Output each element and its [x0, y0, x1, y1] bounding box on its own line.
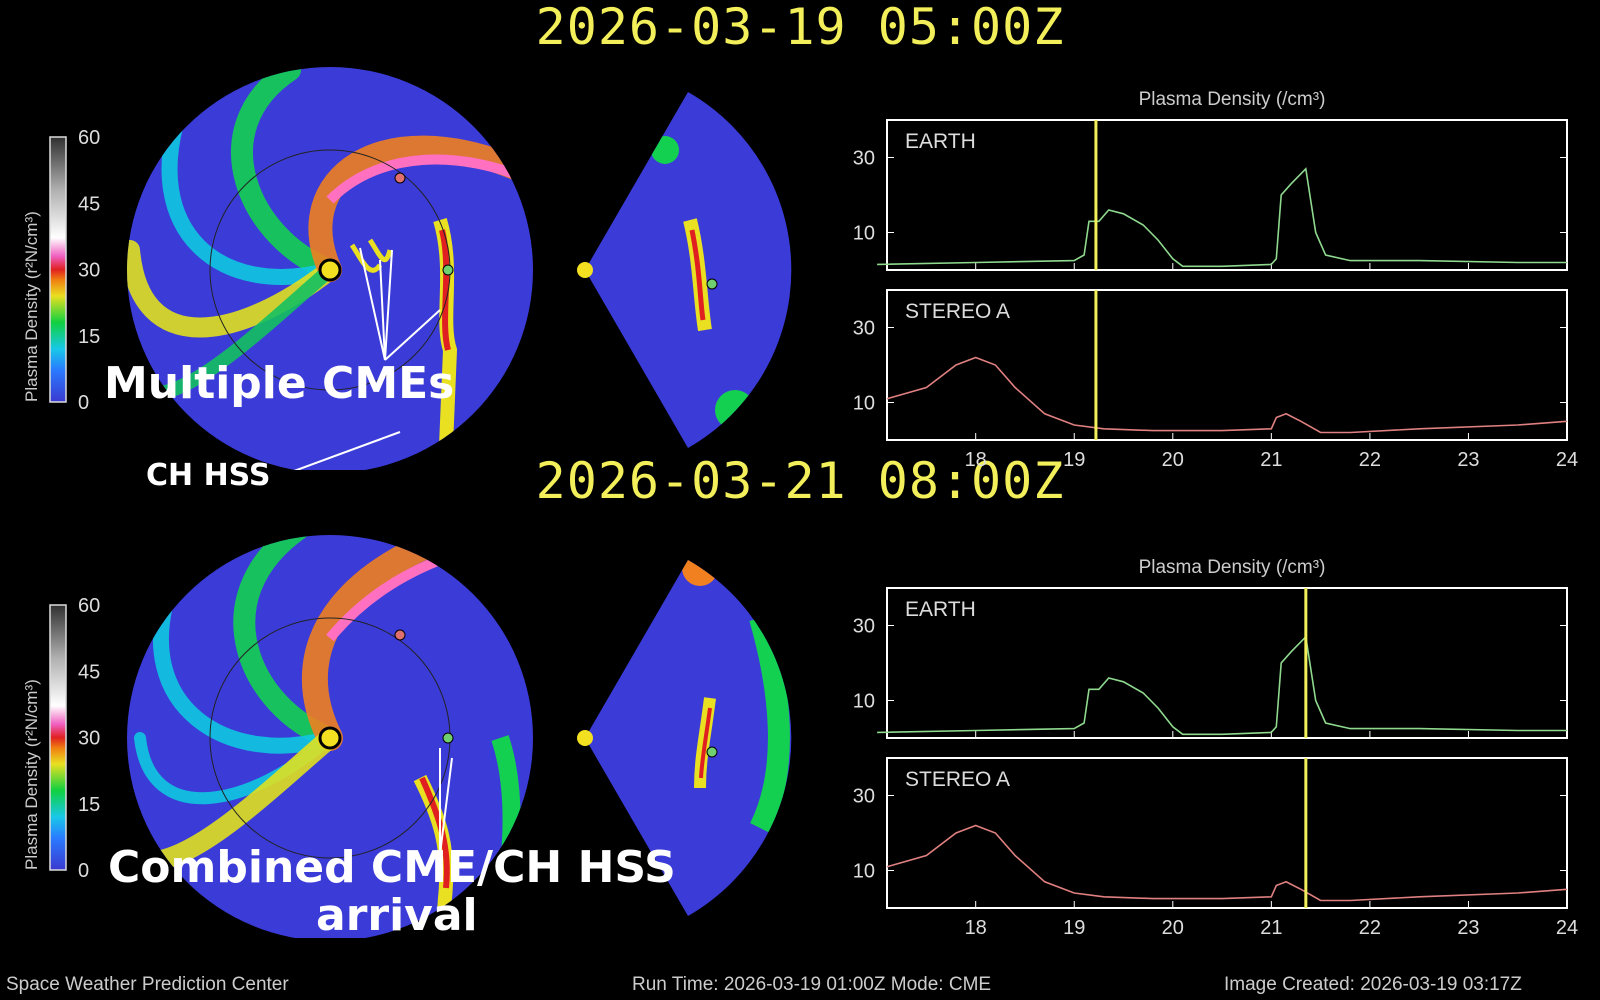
- wedge-sun-marker: [577, 262, 593, 278]
- colorbar-tick: 15: [78, 794, 100, 816]
- timestamp-bottom: 2026-03-21 08:00Z: [535, 452, 1065, 510]
- y-tick-label: 30: [853, 148, 875, 170]
- colorbar-tick: 0: [78, 392, 89, 414]
- plot-panel-label: STEREO A: [905, 768, 1010, 791]
- x-tick-label: 22: [1359, 917, 1381, 938]
- colorbar-label: Plasma Density (r²N/cm³): [22, 679, 41, 870]
- wedge-earth-marker: [706, 746, 718, 758]
- sun-marker: [318, 258, 342, 282]
- y-tick-label: 10: [853, 691, 875, 713]
- wedge-cme-core: [699, 707, 712, 779]
- pointer-lines-arrival: [439, 748, 453, 855]
- meridional-wedge-top: [585, 92, 792, 448]
- colorbar-tick: 15: [78, 326, 100, 348]
- stereo-a-marker: [394, 172, 406, 184]
- series-line-stereo-a: [886, 824, 1568, 902]
- solar-wind-stream: [231, 67, 341, 281]
- annotation-combined-arrival-2: arrival: [316, 890, 478, 941]
- y-tick-label: 30: [853, 318, 875, 340]
- footer: Space Weather Prediction Center Run Time…: [0, 970, 1600, 1000]
- x-tick-label: 23: [1457, 917, 1479, 938]
- high-density-band: [326, 154, 532, 204]
- plot-frame-stereo-a: [886, 289, 1568, 441]
- meridional-wedge-bottom: [585, 560, 792, 916]
- cme-fragment: [349, 238, 393, 273]
- annotation-combined-arrival-1: Combined CME/CH HSS: [108, 842, 676, 893]
- solar-wind-stream: [308, 135, 532, 282]
- x-tick-label: 19: [1063, 449, 1085, 470]
- x-tick-label: 23: [1457, 449, 1479, 470]
- cme-core: [439, 229, 451, 351]
- plot-title: Plasma Density (/cm³): [1139, 89, 1326, 110]
- y-tick-label: 10: [853, 393, 875, 415]
- colorbar-tick: 45: [78, 193, 100, 215]
- plot-panel-label: EARTH: [905, 598, 976, 621]
- plot-frame-stereo-a: [886, 757, 1568, 909]
- colorbar-tick: 30: [78, 260, 100, 282]
- footer-center-name: Space Weather Prediction Center: [6, 974, 289, 995]
- colorbar-top: [49, 136, 67, 403]
- y-tick-label: 30: [853, 616, 875, 638]
- pointer-lines-cmes: [359, 247, 441, 361]
- annotation-multiple-cmes: Multiple CMEs: [104, 358, 455, 409]
- footer-created: Image Created: 2026-03-19 03:17Z: [1224, 974, 1522, 995]
- earth-marker: [442, 264, 454, 276]
- plot-frame-earth: [886, 587, 1568, 739]
- plot-panel-label: STEREO A: [905, 300, 1010, 323]
- earth-marker: [442, 732, 454, 744]
- series-line-earth: [877, 167, 1567, 268]
- colorbar-bottom: [49, 604, 67, 871]
- plot-panel-label: EARTH: [905, 130, 976, 153]
- plot-title: Plasma Density (/cm³): [1139, 557, 1326, 578]
- annotation-ch-hss: CH HSS: [146, 458, 271, 493]
- solar-wind-stream: [152, 580, 338, 754]
- model-panel-bottom: 60 45 30 15 0 Plasma Density (r²N/cm³) Plasma …: [22, 535, 1578, 938]
- y-tick-label: 10: [853, 861, 875, 883]
- x-tick-label: 20: [1162, 449, 1184, 470]
- x-tick-label: 18: [965, 449, 987, 470]
- model-panel-top: 60 45 30 15 0 Plasma Density (r²N/cm³) Plasma …: [22, 67, 1578, 470]
- x-tick-label: 18: [965, 917, 987, 938]
- colorbar-tick: 45: [78, 661, 100, 683]
- wedge-earth-marker: [706, 278, 718, 290]
- x-tick-label: 20: [1162, 917, 1184, 938]
- stereo-a-marker: [394, 629, 406, 641]
- series-line-stereo-a: [886, 356, 1568, 434]
- y-tick-label: 30: [853, 786, 875, 808]
- x-tick-label: 21: [1260, 917, 1282, 938]
- series-line-earth: [877, 635, 1567, 736]
- x-tick-label: 24: [1556, 449, 1578, 470]
- wedge-stream: [651, 136, 679, 164]
- timestamp-top: 2026-03-19 05:00Z: [535, 0, 1065, 56]
- solar-wind-stream: [233, 535, 341, 749]
- footer-runtime: Run Time: 2026-03-19 01:00Z Mode: CME: [632, 974, 992, 995]
- sun-marker: [318, 726, 342, 750]
- colorbar-tick: 0: [78, 860, 89, 882]
- x-tick-label: 24: [1556, 917, 1578, 938]
- wedge-stream: [715, 390, 755, 430]
- solar-wind-stream: [161, 102, 338, 285]
- colorbar-tick: 60: [78, 595, 100, 617]
- x-tick-label: 21: [1260, 449, 1282, 470]
- wedge-sun-marker: [577, 730, 593, 746]
- x-tick-label: 19: [1063, 917, 1085, 938]
- wedge-stream: [749, 614, 790, 833]
- wedge-cme-core: [689, 229, 706, 321]
- x-tick-label: 22: [1359, 449, 1381, 470]
- wedge-stream: [682, 560, 718, 586]
- colorbar-tick: 60: [78, 127, 100, 149]
- plot-frame-earth: [886, 119, 1568, 271]
- y-tick-label: 10: [853, 223, 875, 245]
- colorbar-label: Plasma Density (r²N/cm³): [22, 211, 41, 402]
- colorbar-tick: 30: [78, 728, 100, 750]
- pointer-line-ch-hss: [293, 431, 401, 470]
